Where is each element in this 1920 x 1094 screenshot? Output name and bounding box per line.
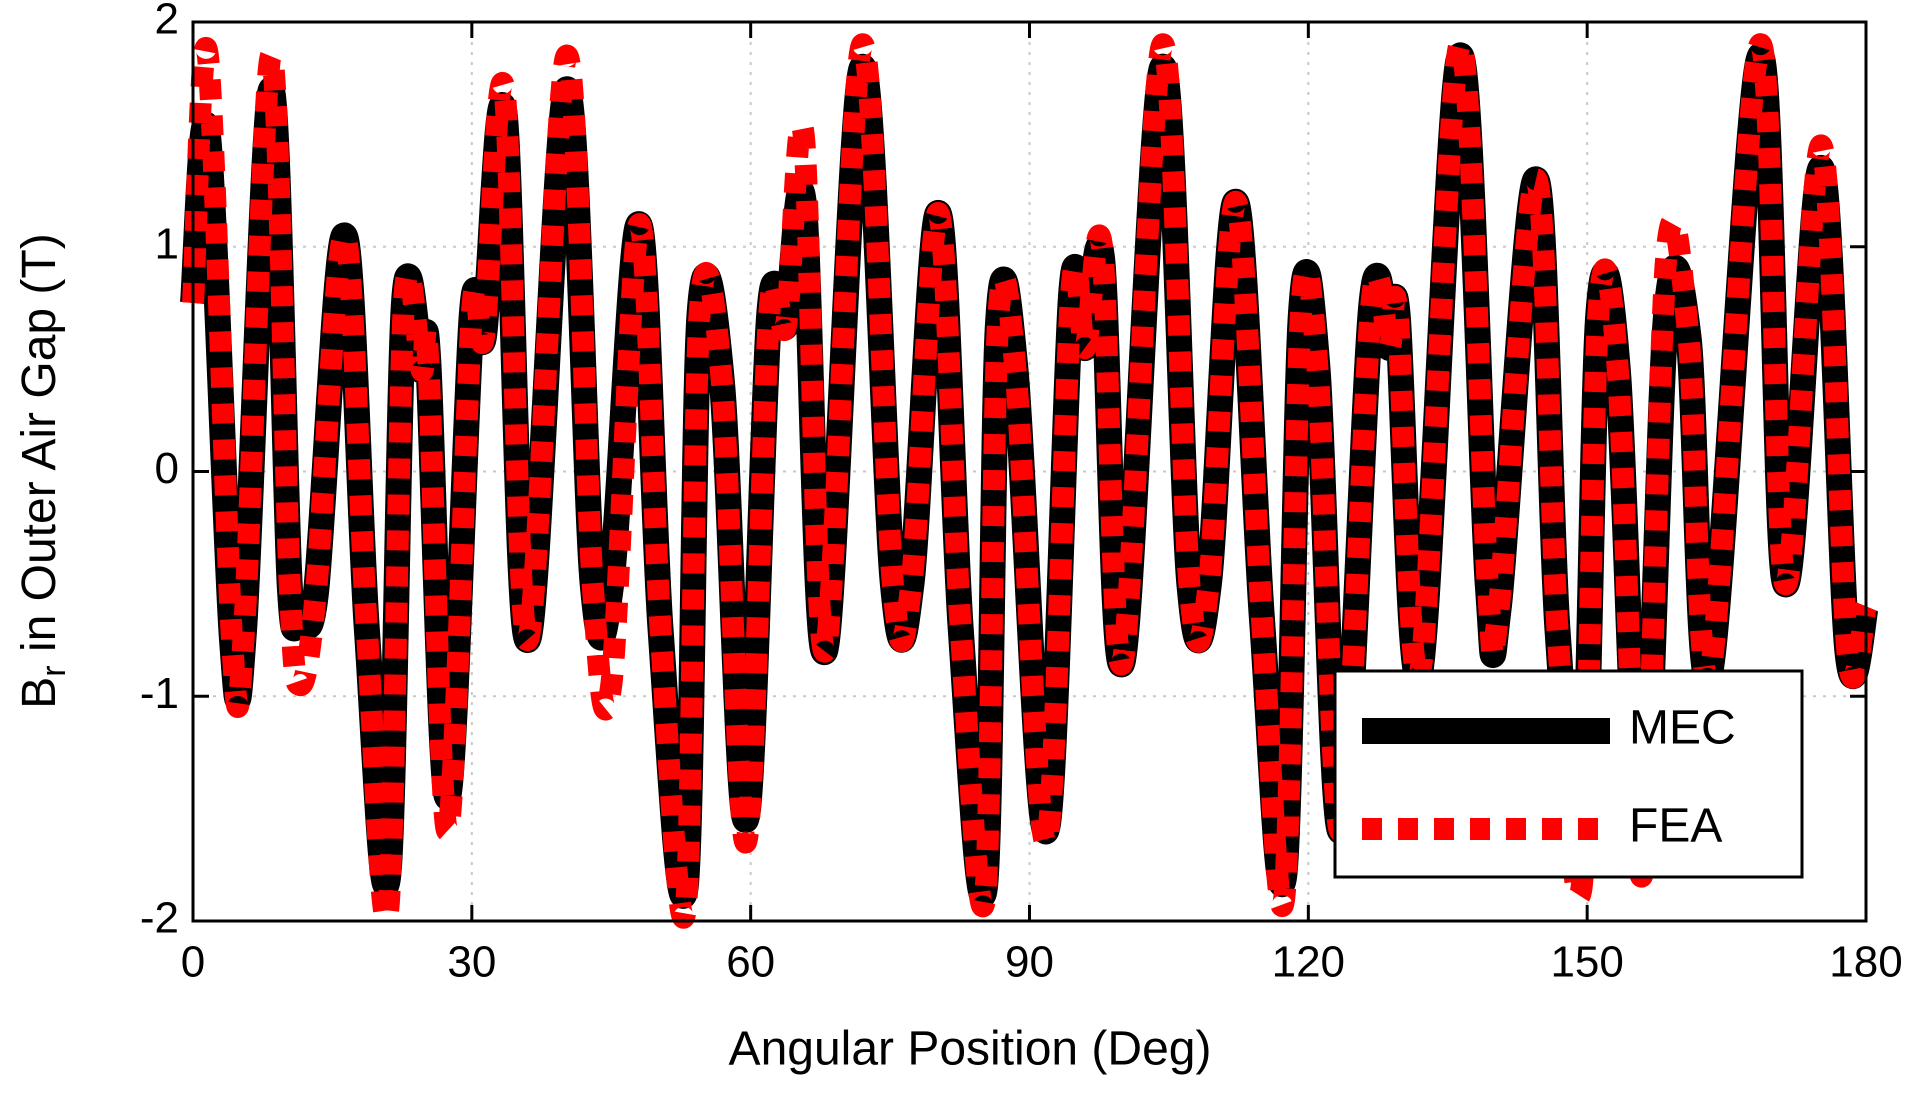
plot-lines bbox=[180, 33, 1879, 930]
y-label-main: B bbox=[13, 677, 66, 709]
x-tick-label: 150 bbox=[1550, 938, 1623, 987]
y-tick-label: 1 bbox=[155, 219, 179, 268]
y-label-rest: in Outer Air Gap (T) bbox=[13, 233, 66, 665]
x-tick-label: 90 bbox=[1005, 938, 1054, 987]
y-tick-label: 2 bbox=[155, 0, 179, 44]
y-axis-label: Br in Outer Air Gap (T) bbox=[13, 233, 73, 708]
y-tick-label: -1 bbox=[140, 669, 179, 718]
legend-label: FEA bbox=[1629, 800, 1722, 853]
x-axis-label: Angular Position (Deg) bbox=[729, 1023, 1212, 1076]
y-tick-label: 0 bbox=[155, 444, 179, 493]
y-label-sub: r bbox=[35, 665, 73, 676]
x-tick-label: 30 bbox=[447, 938, 496, 987]
x-tick-label: 120 bbox=[1272, 938, 1345, 987]
x-tick-label: 180 bbox=[1829, 938, 1902, 987]
legend: MEC FEA bbox=[1333, 669, 1804, 879]
ticks: 0 30 60 90 120 150 180 -2 -1 0 1 2 bbox=[140, 0, 1903, 987]
legend-label: MEC bbox=[1629, 702, 1736, 755]
legend-box bbox=[1333, 669, 1804, 879]
y-tick-label: -2 bbox=[140, 894, 179, 943]
x-tick-label: 0 bbox=[181, 938, 205, 987]
series-line bbox=[180, 42, 1879, 909]
x-tick-label: 60 bbox=[726, 938, 775, 987]
